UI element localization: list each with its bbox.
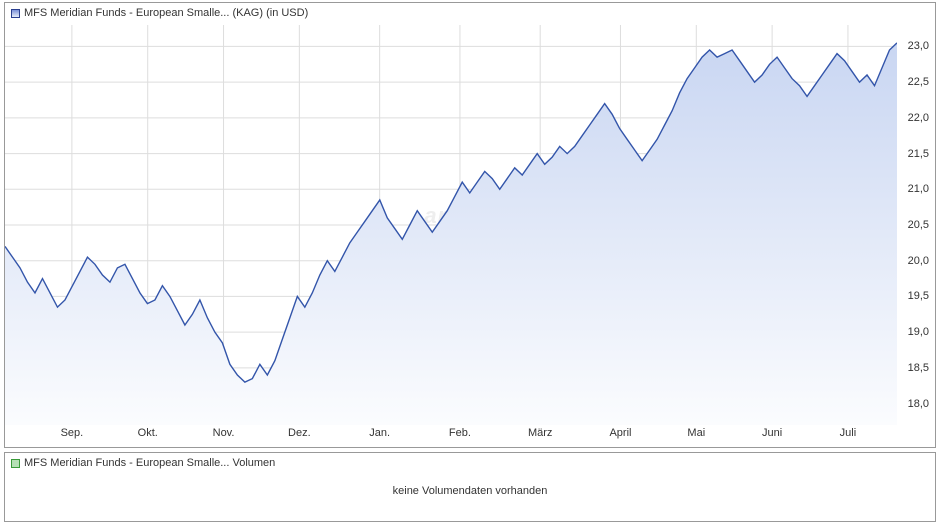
price-chart-area xyxy=(5,25,897,425)
y-tick-label: 20,0 xyxy=(908,255,929,267)
y-axis: 18,0 18,5 19,0 19,5 20,0 20,5 21,0 21,5 22,0 22,5… xyxy=(899,25,929,425)
price-legend-swatch xyxy=(11,9,20,18)
price-chart-panel: MFS Meridian Funds - European Smalle... … xyxy=(4,2,936,448)
x-tick-label: März xyxy=(528,427,552,439)
y-tick-label: 20,5 xyxy=(908,219,929,231)
y-tick-label: 18,5 xyxy=(908,362,929,374)
chart-container: MFS Meridian Funds - European Smalle... … xyxy=(0,0,940,526)
x-tick-label: April xyxy=(609,427,631,439)
y-tick-label: 22,5 xyxy=(908,76,929,88)
x-tick-label: Jan. xyxy=(369,427,390,439)
x-axis: Sep. Okt. Nov. Dez. Jan. Feb. März April Mai Juni… xyxy=(5,427,897,447)
y-tick-label: 18,0 xyxy=(908,398,929,410)
volume-empty-message: keine Volumendaten vorhanden xyxy=(393,485,548,497)
y-tick-label: 22,0 xyxy=(908,112,929,124)
price-chart-svg xyxy=(5,25,897,425)
y-tick-label: 21,0 xyxy=(908,183,929,195)
volume-panel: MFS Meridian Funds - European Smalle... … xyxy=(4,452,936,522)
x-tick-label: Sep. xyxy=(61,427,84,439)
x-tick-label: Dez. xyxy=(288,427,311,439)
x-tick-label: Feb. xyxy=(449,427,471,439)
x-tick-label: Juli xyxy=(840,427,857,439)
volume-legend: MFS Meridian Funds - European Smalle... … xyxy=(11,457,275,469)
y-tick-label: 19,5 xyxy=(908,290,929,302)
volume-legend-swatch xyxy=(11,459,20,468)
price-legend: MFS Meridian Funds - European Smalle... … xyxy=(11,7,308,19)
y-tick-label: 23,0 xyxy=(908,40,929,52)
x-tick-label: Okt. xyxy=(138,427,158,439)
x-tick-label: Juni xyxy=(762,427,782,439)
volume-legend-label: MFS Meridian Funds - European Smalle... … xyxy=(24,457,275,469)
x-tick-label: Mai xyxy=(687,427,705,439)
x-tick-label: Nov. xyxy=(213,427,235,439)
y-tick-label: 19,0 xyxy=(908,326,929,338)
price-legend-label: MFS Meridian Funds - European Smalle... … xyxy=(24,7,308,19)
y-tick-label: 21,5 xyxy=(908,148,929,160)
